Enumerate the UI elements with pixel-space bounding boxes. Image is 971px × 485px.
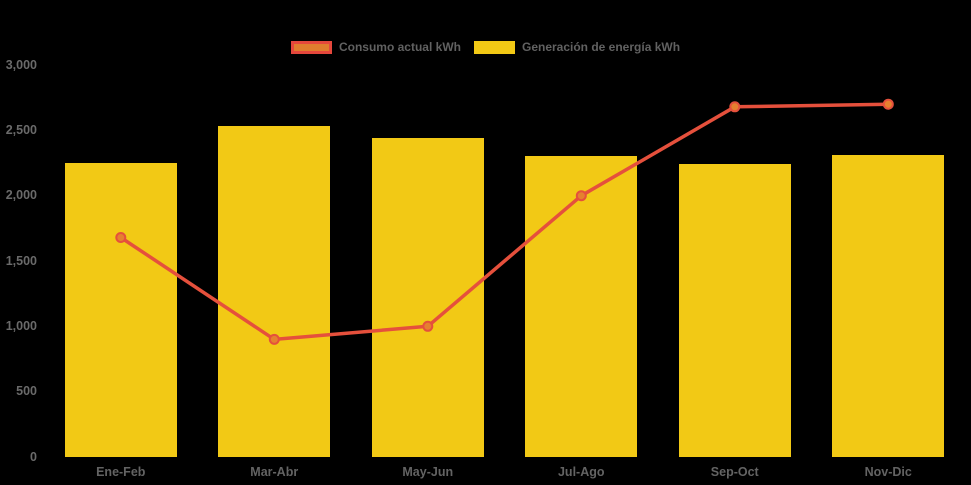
line-point-mar-abr[interactable] xyxy=(268,333,280,345)
x-axis-category-label: Ene-Feb xyxy=(96,465,146,479)
consumo-line-layer xyxy=(115,98,894,345)
bar-generacion-ene-feb[interactable] xyxy=(64,163,177,457)
bar-generacion-mar-abr[interactable] xyxy=(218,126,331,457)
legend-swatch-consumo-actual xyxy=(290,41,332,54)
x-axis-category-label: Nov-Dic xyxy=(864,465,912,479)
legend-item-consumo-actual[interactable]: Consumo actual kWh xyxy=(290,40,461,54)
x-axis-category-label: Jul-Ago xyxy=(557,465,605,479)
chart-legend: Consumo actual kWh Generación de energía… xyxy=(0,41,971,54)
line-point-ene-feb[interactable] xyxy=(115,232,127,243)
legend-label-generacion-energia: Generación de energía kWh xyxy=(521,40,681,54)
y-axis-tick-label: 3,000 xyxy=(5,57,37,72)
x-axis-category-label: May-Jun xyxy=(402,465,454,479)
line-point-nov-dic[interactable] xyxy=(882,98,894,110)
x-axis-category-label: Sep-Oct xyxy=(710,465,759,479)
y-axis-tick-label: 1,500 xyxy=(5,253,37,268)
y-axis-tick-label: 2,000 xyxy=(5,188,37,203)
line-point-may-jun[interactable] xyxy=(422,320,434,332)
y-axis-tick-label: 0 xyxy=(30,449,37,464)
bar-generacion-sep-oct[interactable] xyxy=(678,164,791,457)
x-axis-category-label: Mar-Abr xyxy=(250,465,299,479)
legend-item-generacion-energia[interactable]: Generación de energía kWh xyxy=(473,40,681,54)
y-axis-tick-label: 500 xyxy=(16,384,37,399)
legend-swatch-generacion-energia xyxy=(473,41,515,54)
y-axis-tick-label: 1,000 xyxy=(5,318,37,333)
plot-area xyxy=(44,65,965,457)
legend-label-consumo-actual: Consumo actual kWh xyxy=(338,40,461,54)
bar-generacion-nov-dic[interactable] xyxy=(832,155,945,457)
y-axis-tick-label: 2,500 xyxy=(5,122,37,137)
consumo-line xyxy=(119,102,891,342)
bar-generacion-jul-ago[interactable] xyxy=(525,156,638,457)
bar-generacion-may-jun[interactable] xyxy=(371,138,484,457)
line-point-sep-oct[interactable] xyxy=(729,101,741,113)
line-point-jul-ago[interactable] xyxy=(575,190,587,202)
